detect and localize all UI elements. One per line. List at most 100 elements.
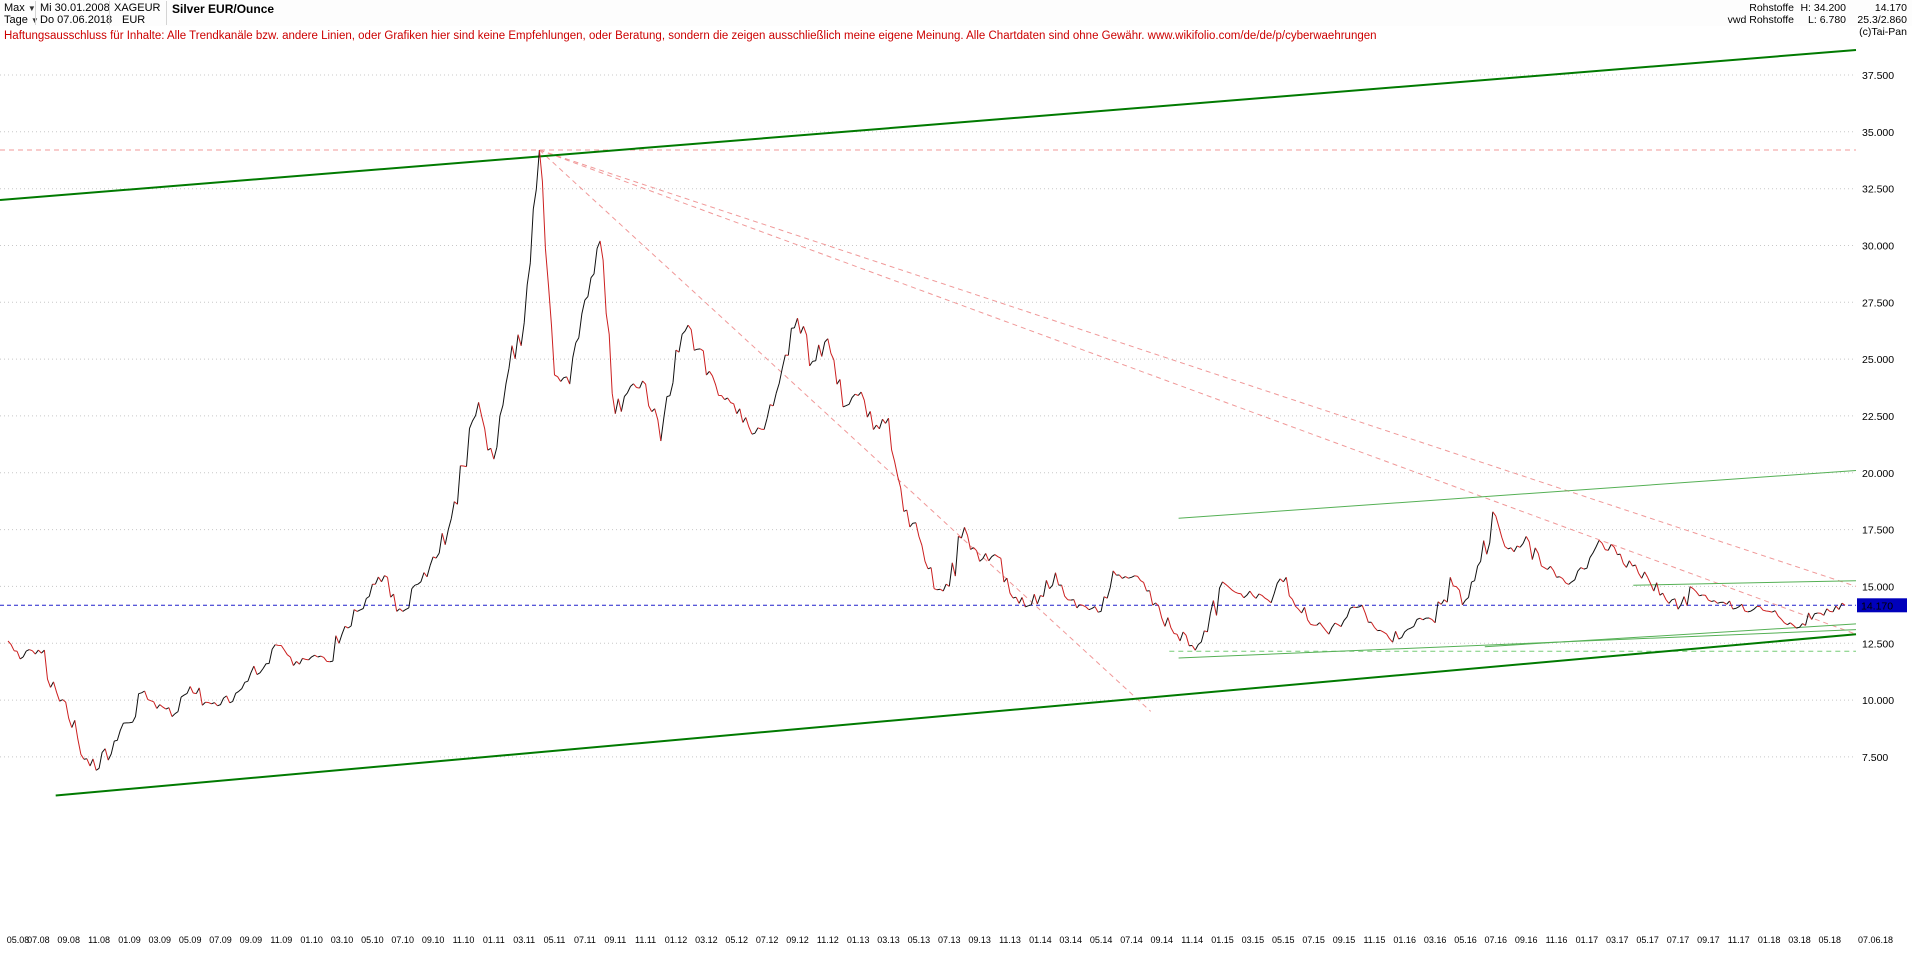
svg-text:01.12: 01.12: [665, 935, 688, 945]
svg-text:03.15: 03.15: [1242, 935, 1265, 945]
svg-text:05.08: 05.08: [7, 935, 30, 945]
svg-text:05.16: 05.16: [1454, 935, 1477, 945]
svg-text:09.17: 09.17: [1697, 935, 1720, 945]
category-column: Rohstoffe vwd Rohstoffe: [1728, 2, 1794, 26]
svg-text:05.10: 05.10: [361, 935, 384, 945]
high-value: H: 34.200: [1800, 2, 1846, 14]
svg-text:01.14: 01.14: [1029, 935, 1052, 945]
svg-text:11.12: 11.12: [817, 935, 839, 945]
svg-text:27.500: 27.500: [1862, 297, 1894, 309]
category-label: Rohstoffe: [1749, 2, 1794, 14]
svg-text:09.12: 09.12: [786, 935, 809, 945]
chevron-down-icon: ▼: [31, 16, 39, 25]
source-label: vwd Rohstoffe: [1727, 14, 1794, 26]
svg-text:11.15: 11.15: [1363, 935, 1385, 945]
svg-text:22.500: 22.500: [1862, 411, 1894, 423]
svg-text:09.10: 09.10: [422, 935, 445, 945]
svg-text:09.13: 09.13: [968, 935, 991, 945]
svg-text:07.14: 07.14: [1120, 935, 1143, 945]
svg-text:05.18: 05.18: [1819, 935, 1842, 945]
svg-text:30.000: 30.000: [1862, 241, 1894, 253]
trend-lines: [0, 49, 1857, 797]
period-label: Tage: [4, 14, 28, 26]
svg-text:07.12: 07.12: [756, 935, 779, 945]
range-label: Max: [4, 2, 25, 14]
svg-text:09.15: 09.15: [1333, 935, 1356, 945]
svg-text:07.10: 07.10: [391, 935, 414, 945]
svg-text:11.17: 11.17: [1728, 935, 1750, 945]
svg-text:09.09: 09.09: [240, 935, 263, 945]
svg-text:11.14: 11.14: [1181, 935, 1203, 945]
svg-text:01.18: 01.18: [1758, 935, 1781, 945]
svg-text:01.09: 01.09: [118, 935, 141, 945]
svg-text:17.500: 17.500: [1862, 525, 1894, 537]
svg-text:07.13: 07.13: [938, 935, 961, 945]
high-low-column: H: 34.200 L: 6.780: [1800, 2, 1846, 26]
svg-text:09.11: 09.11: [604, 935, 626, 945]
header-divider: [35, 1, 36, 25]
svg-text:07.17: 07.17: [1667, 935, 1690, 945]
fan-lines: [539, 149, 1857, 712]
svg-text:01.16: 01.16: [1393, 935, 1416, 945]
svg-text:05.15: 05.15: [1272, 935, 1295, 945]
price-chart[interactable]: 37.500 35.000 32.500 30.000 27.500 25.000 22.5…: [0, 47, 1912, 952]
svg-text:03.10: 03.10: [331, 935, 354, 945]
price-series: [7, 149, 1846, 771]
svg-text:05.14: 05.14: [1090, 935, 1113, 945]
svg-text:07.15: 07.15: [1302, 935, 1325, 945]
svg-text:01.15: 01.15: [1211, 935, 1234, 945]
currency-label: EUR: [122, 14, 146, 26]
svg-text:03.12: 03.12: [695, 935, 718, 945]
range-start-date: Mi 30.01.2008: [40, 2, 110, 14]
svg-text:11.13: 11.13: [999, 935, 1021, 945]
svg-text:07.09: 07.09: [209, 935, 232, 945]
svg-text:10.000: 10.000: [1862, 695, 1894, 707]
svg-text:03.11: 03.11: [513, 935, 535, 945]
svg-text:03.13: 03.13: [877, 935, 900, 945]
svg-text:03.18: 03.18: [1788, 935, 1811, 945]
svg-text:07.11: 07.11: [574, 935, 596, 945]
period-dropdown[interactable]: Tage ▼: [4, 14, 39, 26]
svg-text:32.500: 32.500: [1862, 184, 1894, 196]
svg-text:7.500: 7.500: [1862, 752, 1888, 764]
svg-text:09.14: 09.14: [1151, 935, 1174, 945]
svg-text:14.170: 14.170: [1861, 600, 1893, 612]
svg-text:05.17: 05.17: [1636, 935, 1659, 945]
svg-text:09.16: 09.16: [1515, 935, 1538, 945]
horizontal-annotation-lines: [0, 149, 1856, 652]
svg-text:01.10: 01.10: [300, 935, 323, 945]
copyright-text: (c)Tai-Pan: [1859, 26, 1907, 38]
svg-text:07.06.18: 07.06.18: [1858, 935, 1893, 945]
svg-text:12.500: 12.500: [1862, 638, 1894, 650]
svg-text:11.09: 11.09: [270, 935, 292, 945]
svg-text:37.500: 37.500: [1862, 70, 1894, 82]
low-value: L: 6.780: [1808, 14, 1846, 26]
y-axis-labels: 37.500 35.000 32.500 30.000 27.500 25.000 22.5…: [1862, 70, 1894, 764]
svg-text:05.09: 05.09: [179, 935, 202, 945]
header-bar: Max ▼ Mi 30.01.2008 XAGEUR Silver EUR/Ou…: [0, 0, 1912, 38]
svg-text:20.000: 20.000: [1862, 468, 1894, 480]
svg-text:07.08: 07.08: [27, 935, 50, 945]
disclaimer-text: Haftungsausschluss für Inhalte: Alle Tre…: [4, 30, 1377, 42]
range-dropdown[interactable]: Max ▼: [4, 2, 36, 14]
svg-text:03.16: 03.16: [1424, 935, 1447, 945]
svg-text:05.13: 05.13: [908, 935, 931, 945]
svg-text:05.11: 05.11: [544, 935, 566, 945]
svg-text:01.17: 01.17: [1576, 935, 1599, 945]
chevron-down-icon: ▼: [27, 4, 36, 13]
period-end-date: Do 07.06.2018: [40, 14, 113, 26]
header-divider: [109, 1, 110, 25]
svg-text:35.000: 35.000: [1862, 127, 1894, 139]
svg-text:11.08: 11.08: [88, 935, 110, 945]
svg-text:11.11: 11.11: [635, 935, 656, 945]
corner-info-column: 14.170 25.3/2.860 (c)Tai-Pan: [1857, 2, 1907, 38]
chart-area[interactable]: 37.500 35.000 32.500 30.000 27.500 25.000 22.5…: [0, 47, 1912, 952]
svg-text:03.14: 03.14: [1059, 935, 1082, 945]
change-info-text: 25.3/2.860: [1857, 14, 1907, 26]
grid-lines: [0, 74, 1856, 758]
svg-text:01.13: 01.13: [847, 935, 870, 945]
last-price-badge: 14.170: [1857, 598, 1907, 613]
header-divider: [166, 1, 167, 25]
svg-text:03.09: 03.09: [149, 935, 172, 945]
